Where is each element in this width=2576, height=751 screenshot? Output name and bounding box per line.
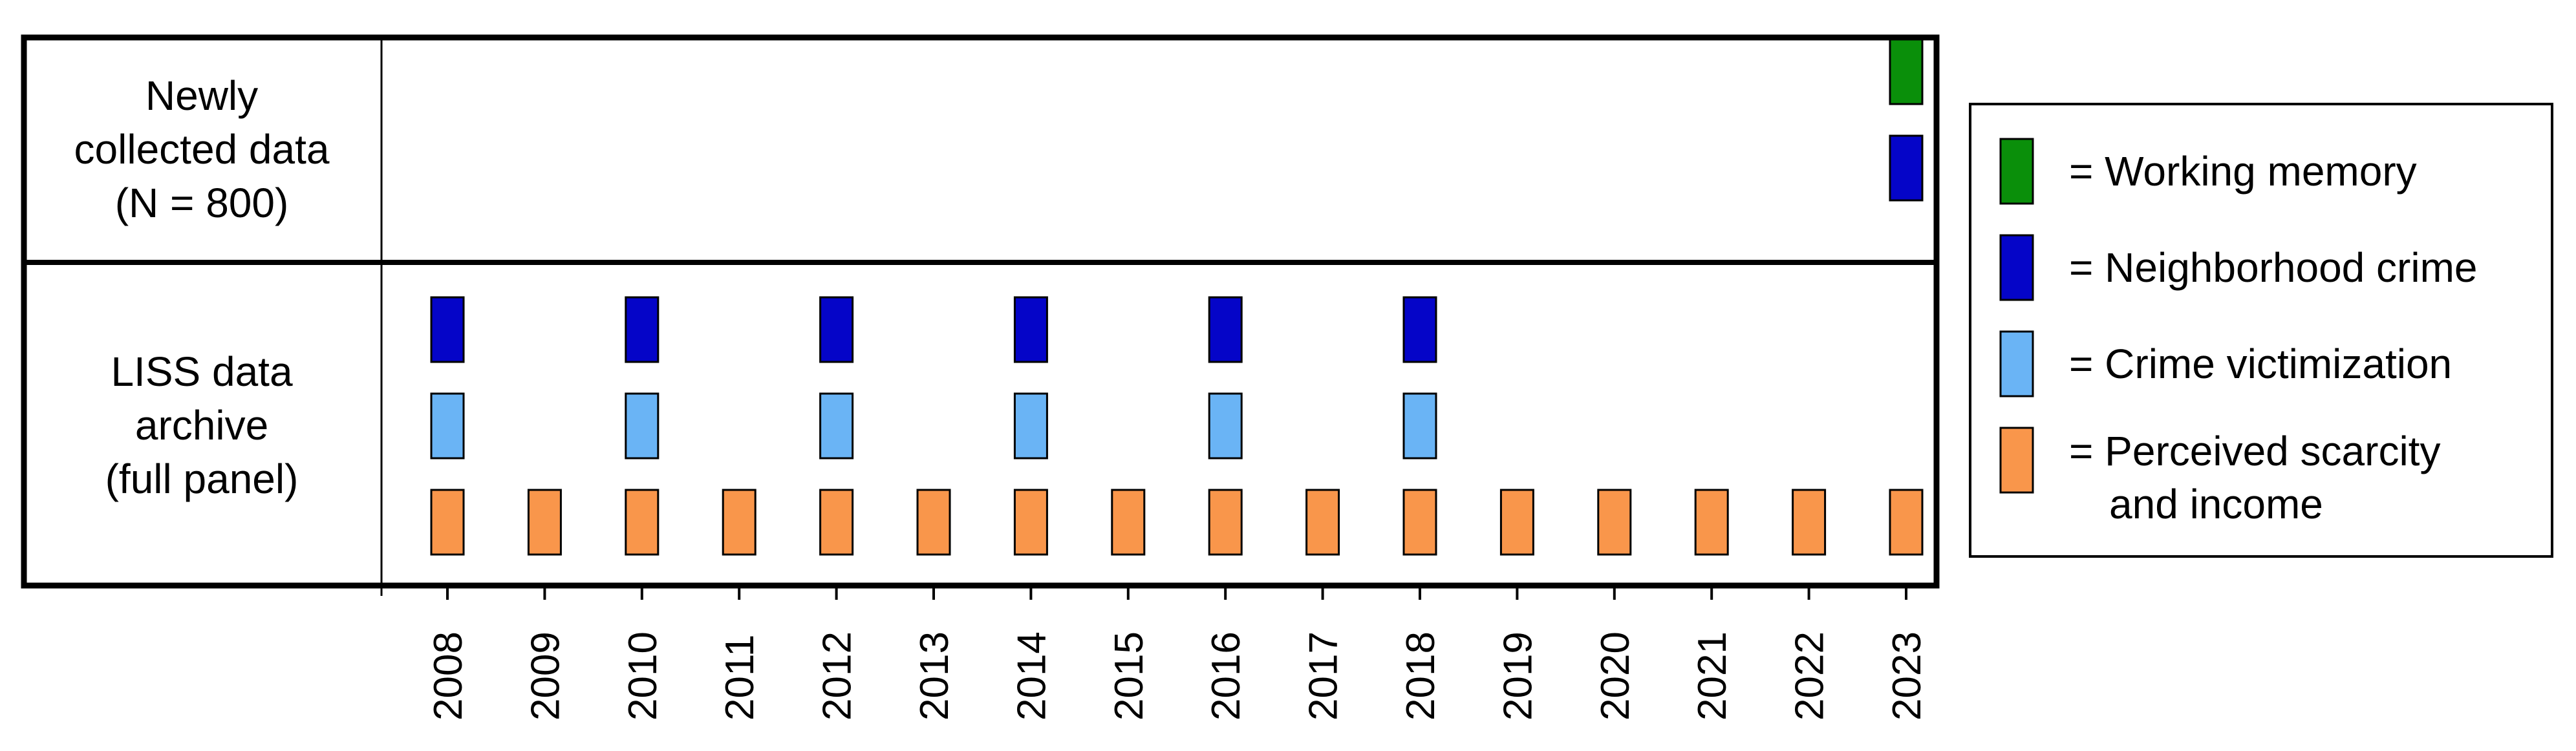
mark-liss-perceived-scarcity-2019	[1499, 489, 1534, 556]
year-axis: 2008 2009 2010 2011 2012 2013 2014 2015 2016 2017…	[426, 586, 1929, 721]
year-label-2021: 2021	[1690, 631, 1735, 721]
row-label-line: collected data	[74, 126, 330, 173]
mark-newly-collected-neighborhood-crime-2023	[1889, 134, 1924, 202]
measurement-marks	[430, 38, 1924, 556]
timeline-frame	[21, 34, 1940, 589]
mark-liss-neighborhood-crime-2008	[430, 296, 465, 363]
mark-liss-crime-victimization-2012	[819, 392, 854, 460]
year-label-2011: 2011	[718, 635, 762, 721]
year-label-2022: 2022	[1788, 631, 1832, 721]
mark-liss-perceived-scarcity-2014	[1013, 489, 1048, 556]
mark-liss-crime-victimization-2010	[625, 392, 660, 460]
legend-label-neighborhood-crime: = Neighborhood crime	[2069, 244, 2477, 291]
year-label-2019: 2019	[1496, 631, 1540, 721]
mark-liss-perceived-scarcity-2015	[1111, 489, 1146, 556]
legend-swatch-crime-victimization	[1999, 330, 2034, 397]
year-label-2017: 2017	[1302, 631, 1346, 721]
mark-liss-perceived-scarcity-2017	[1305, 489, 1340, 556]
mark-liss-neighborhood-crime-2018	[1402, 296, 1437, 363]
mark-liss-perceived-scarcity-2013	[916, 489, 951, 556]
mark-liss-perceived-scarcity-2020	[1597, 489, 1632, 556]
legend-swatch-perceived-scarcity	[1999, 427, 2034, 494]
mark-liss-crime-victimization-2018	[1402, 392, 1437, 460]
legend-swatch-neighborhood-crime	[1999, 234, 2034, 301]
mark-liss-crime-victimization-2014	[1013, 392, 1048, 460]
legend-swatch-working-memory	[1999, 138, 2034, 205]
mark-liss-perceived-scarcity-2022	[1792, 489, 1827, 556]
mark-liss-neighborhood-crime-2016	[1208, 296, 1243, 363]
year-label-2012: 2012	[815, 631, 860, 721]
year-label-2015: 2015	[1107, 631, 1152, 721]
legend-label-perceived-scarcity: = Perceived scarcity	[2069, 428, 2440, 474]
year-label-2014: 2014	[1009, 631, 1054, 721]
row-label-newly-collected: Newly collected data (N = 800)	[74, 72, 330, 226]
mark-liss-perceived-scarcity-2009	[527, 489, 562, 556]
mark-liss-perceived-scarcity-2018	[1402, 489, 1437, 556]
mark-liss-perceived-scarcity-2008	[430, 489, 465, 556]
legend-label-crime-victimization: = Crime victimization	[2069, 341, 2452, 387]
year-label-2023: 2023	[1885, 631, 1929, 721]
mark-liss-neighborhood-crime-2014	[1013, 296, 1048, 363]
mark-liss-perceived-scarcity-2010	[625, 489, 660, 556]
mark-liss-perceived-scarcity-2021	[1694, 489, 1729, 556]
year-label-2009: 2009	[523, 631, 568, 721]
mark-liss-perceived-scarcity-2023	[1889, 489, 1924, 556]
year-label-2018: 2018	[1399, 631, 1443, 721]
year-label-2013: 2013	[912, 631, 957, 721]
row-label-line: (full panel)	[105, 456, 299, 502]
mark-newly-collected-working-memory-2023	[1889, 38, 1924, 105]
mark-liss-neighborhood-crime-2012	[819, 296, 854, 363]
legend-box	[1969, 103, 2553, 558]
year-label-2010: 2010	[621, 631, 665, 721]
row-label-line: archive	[135, 402, 268, 449]
mark-liss-crime-victimization-2016	[1208, 392, 1243, 460]
legend-label-perceived-scarcity-line2: and income	[2109, 481, 2323, 527]
legend-label-working-memory: = Working memory	[2069, 148, 2417, 195]
row-label-liss-archive: LISS data archive (full panel)	[105, 348, 299, 502]
mark-liss-perceived-scarcity-2011	[722, 489, 757, 556]
legend: = Working memory = Neighborhood crime = Cr…	[1999, 138, 2477, 527]
mark-liss-crime-victimization-2008	[430, 392, 465, 460]
row-label-line: (N = 800)	[115, 180, 289, 226]
row-label-line: Newly	[145, 72, 258, 119]
mark-liss-neighborhood-crime-2010	[625, 296, 660, 363]
mark-liss-perceived-scarcity-2016	[1208, 489, 1243, 556]
row-label-line: LISS data	[111, 348, 293, 395]
mark-liss-perceived-scarcity-2012	[819, 489, 854, 556]
year-label-2020: 2020	[1593, 631, 1638, 721]
year-label-2016: 2016	[1204, 631, 1249, 721]
year-label-2008: 2008	[426, 631, 471, 721]
